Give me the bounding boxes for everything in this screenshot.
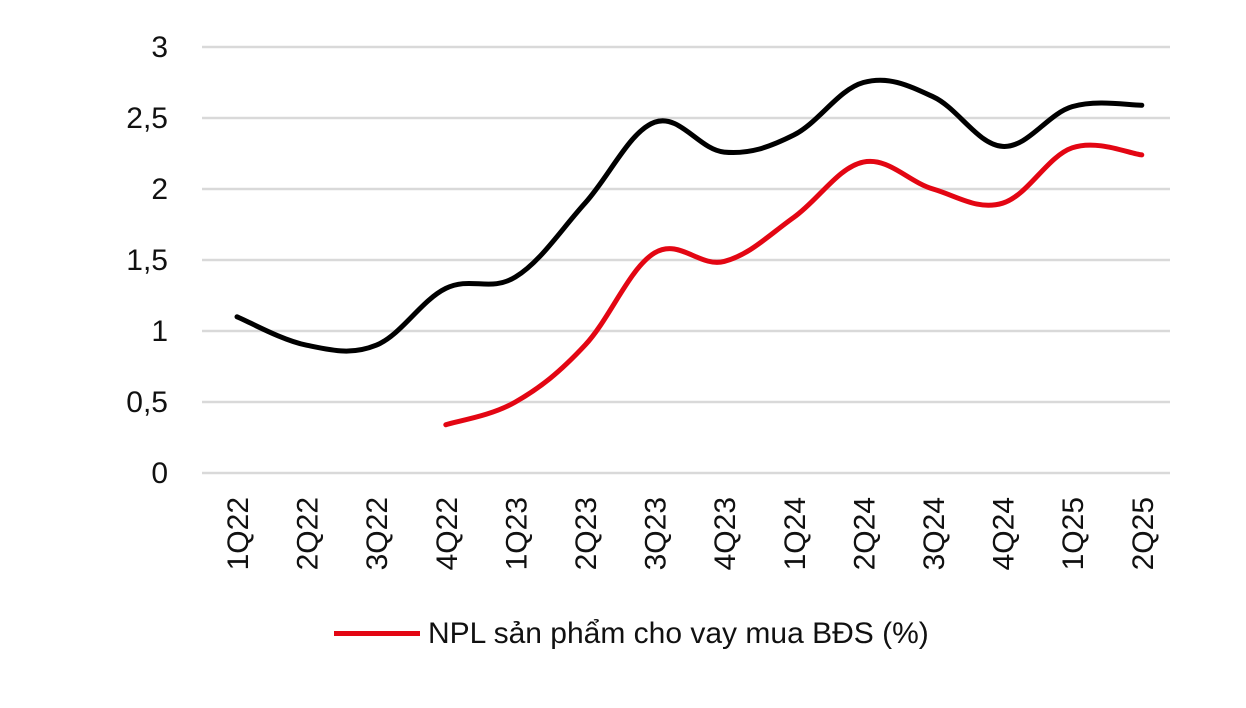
gridlines — [202, 45, 1170, 475]
y-tick-label: 0,5 — [126, 386, 168, 419]
legend: NPL sản phẩm cho vay mua BĐS (%) — [334, 612, 1054, 702]
y-tick-label: 2,5 — [126, 102, 168, 135]
x-axis-tick-labels: 1Q22 2Q22 3Q22 4Q22 1Q23 2Q23 3Q23 4Q23 1Q24 2Q24… — [222, 497, 1160, 570]
y-tick-label: 1,5 — [126, 244, 168, 277]
y-tick-label: 3 — [151, 31, 168, 64]
x-tick-label: 1Q25 — [1057, 497, 1090, 570]
x-tick-label: 1Q23 — [500, 497, 533, 570]
x-tick-label: 2Q25 — [1127, 497, 1160, 570]
x-tick-label: 3Q24 — [918, 497, 951, 570]
x-tick-label: 4Q22 — [431, 497, 464, 570]
series-line-npl — [443, 142, 1145, 428]
series-line-black — [234, 77, 1145, 354]
x-tick-label: 3Q23 — [640, 497, 673, 570]
x-tick-label: 2Q23 — [570, 497, 603, 570]
x-tick-label: 2Q24 — [848, 497, 881, 570]
y-tick-label: 1 — [151, 315, 168, 348]
legend-swatch-npl — [334, 631, 420, 636]
series-lines — [234, 77, 1145, 428]
y-axis-tick-labels: 0 0,5 1 1,5 2 2,5 3 — [126, 31, 168, 490]
x-tick-label: 4Q23 — [709, 497, 742, 570]
x-tick-label: 4Q24 — [988, 497, 1021, 570]
x-tick-label: 2Q22 — [292, 497, 325, 570]
legend-label-npl: NPL sản phẩm cho vay mua BĐS (%) — [428, 617, 929, 650]
x-tick-label: 1Q22 — [222, 497, 255, 570]
y-tick-label: 2 — [151, 173, 168, 206]
y-tick-label: 0 — [151, 457, 168, 490]
x-tick-label: 3Q22 — [361, 497, 394, 570]
x-tick-label: 1Q24 — [779, 497, 812, 570]
